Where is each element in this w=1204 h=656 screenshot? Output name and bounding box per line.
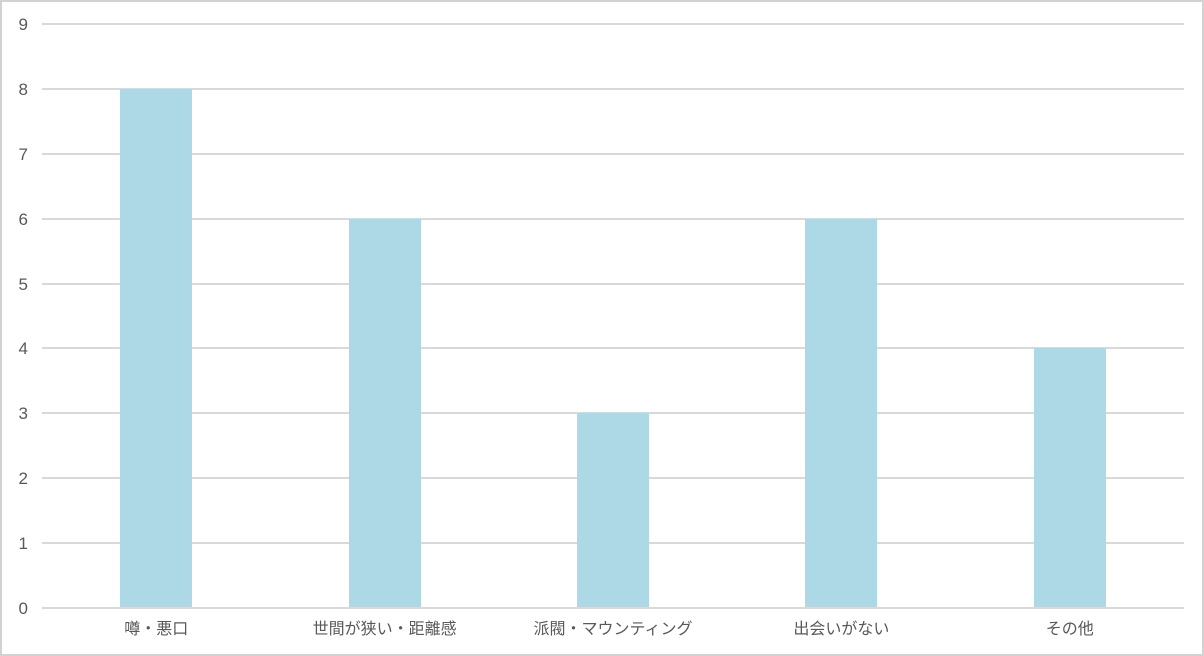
bar <box>1033 348 1106 608</box>
bar <box>805 218 878 608</box>
y-tick-label: 2 <box>18 469 28 489</box>
bar <box>120 88 193 608</box>
x-category-label: その他 <box>1045 621 1094 638</box>
y-tick-label: 9 <box>18 15 28 34</box>
x-category-label: 出会いがない <box>793 621 890 638</box>
x-category-label: 派閥・マウンティング <box>533 621 693 638</box>
y-tick-label: 4 <box>18 339 28 359</box>
bar <box>348 218 421 608</box>
gridline <box>42 282 1184 285</box>
gridline <box>42 217 1184 220</box>
gridline <box>42 87 1184 90</box>
y-tick-label: 8 <box>18 79 28 99</box>
bar <box>577 413 649 608</box>
y-tick-label: 5 <box>18 274 28 294</box>
y-tick-label: 7 <box>18 144 28 164</box>
x-category-label: 噂・悪口 <box>124 621 189 638</box>
y-tick-label: 6 <box>18 209 28 229</box>
x-category-label: 世間が狭い・距離感 <box>312 621 457 638</box>
x-axis-baseline <box>42 607 1184 609</box>
gridline <box>42 152 1184 155</box>
gridline <box>42 23 1184 25</box>
y-tick-label: 3 <box>18 404 28 424</box>
y-tick-label: 0 <box>18 599 28 618</box>
y-tick-label: 1 <box>18 534 28 554</box>
gridline <box>42 347 1184 350</box>
